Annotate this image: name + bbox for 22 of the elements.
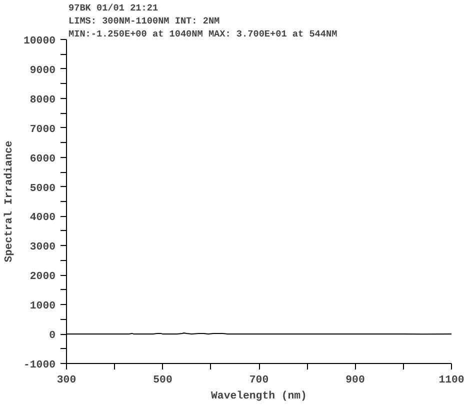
y-tick-label: 1000 xyxy=(30,300,56,313)
y-tick-label: 8000 xyxy=(30,94,56,106)
y-axis-title: Spectral Irradiance xyxy=(4,140,16,262)
y-tick-label: 7000 xyxy=(30,124,56,136)
y-tick-label: 9000 xyxy=(30,64,56,77)
y-tick-label: 2000 xyxy=(30,271,56,284)
x-tick-label: 900 xyxy=(346,374,365,386)
x-tick-label: 300 xyxy=(56,374,76,386)
x-tick-label: 1100 xyxy=(438,374,464,386)
x-tick-label: 700 xyxy=(249,374,269,386)
y-tick-label: 0 xyxy=(49,330,56,342)
y-tick-label: 3000 xyxy=(30,242,56,254)
x-axis-title: Wavelength (nm) xyxy=(211,390,307,402)
text: LIMS: 300NM-1100NM INT: 2NM xyxy=(68,16,220,26)
y-tick-label: 10000 xyxy=(24,36,56,48)
text: 97BK 01/01 21:21 xyxy=(68,2,158,14)
x-tick-label: 500 xyxy=(153,374,172,386)
y-tick-label: -1000 xyxy=(24,360,56,372)
annotation: MIN:-1.250E+00 at 1040NM MAX: 3.700E+01 at 544NM xyxy=(68,28,338,40)
y-tick-label: 6000 xyxy=(30,153,56,166)
y-tick-label: 4000 xyxy=(30,212,56,224)
y-tick-label: 5000 xyxy=(30,182,56,195)
